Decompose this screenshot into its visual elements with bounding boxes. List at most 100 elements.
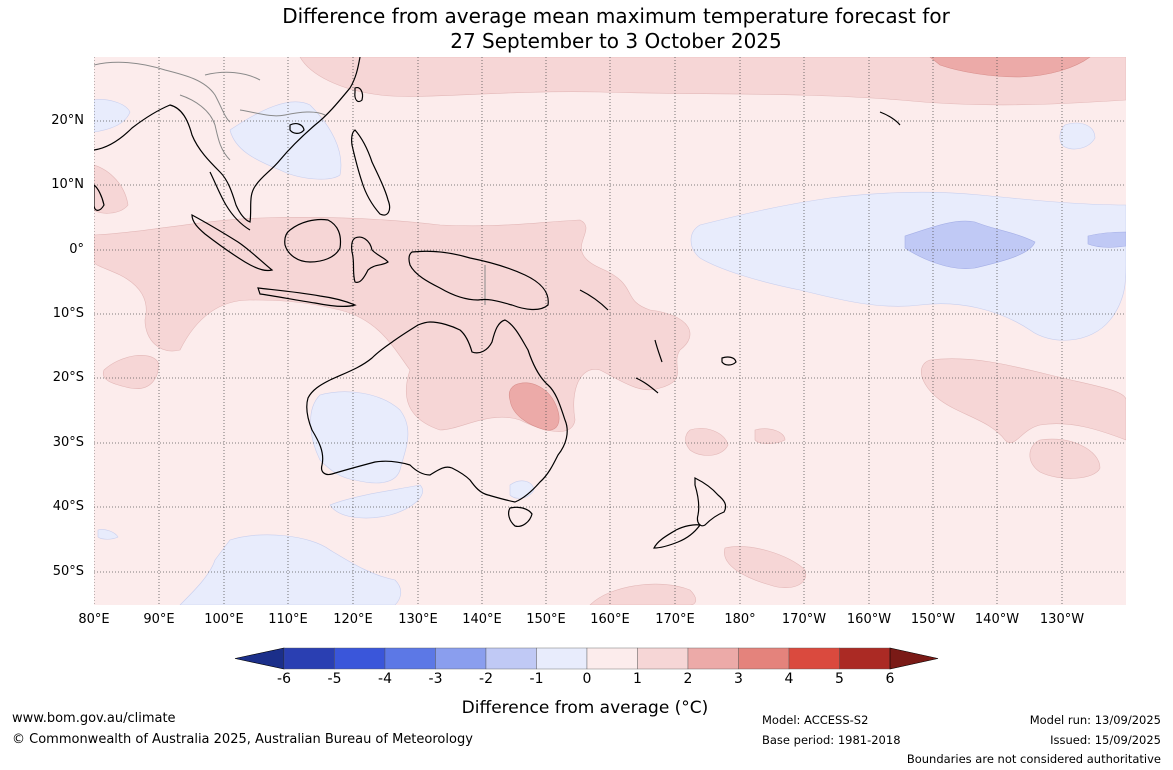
colorbar-segment (485, 647, 537, 670)
new-caledonia-coastline (635, 377, 659, 394)
colorbar-tick-label: 4 (784, 671, 794, 687)
colorbar-segment (687, 647, 739, 670)
longitude-tick-label: 110°E (268, 612, 308, 627)
sri-lanka-coastline (94, 184, 105, 211)
australia-coastline (306, 319, 568, 503)
colorbar-tick-label: 6 (885, 671, 895, 687)
model-name: Model: ACCESS-S2 (762, 713, 869, 727)
latitude-tick-label: 50°S (52, 564, 84, 579)
philippines-coastline (351, 129, 391, 216)
malay-peninsula-coastline (209, 171, 251, 231)
strong-warm-north-pacific (929, 57, 1091, 78)
colorbar-segment (738, 647, 790, 670)
strong-warm-areas (508, 57, 1091, 431)
sulawesi-coastline (351, 236, 389, 283)
warm-area-south-1 (685, 428, 729, 456)
cool-area-south-australia (329, 484, 423, 519)
warm-area-south-2 (754, 428, 786, 445)
warm-area-sw-pacific (1029, 438, 1101, 479)
new-guinea-coastline (408, 250, 549, 311)
longitude-tick-label: 150°W (910, 612, 956, 627)
model-run: Model run: 13/09/2025 (1029, 713, 1161, 727)
title-line-1: Difference from average mean maximum tem… (282, 4, 950, 28)
tasmania-coastline (508, 506, 533, 527)
colorbar-tick-label: 2 (683, 671, 693, 687)
coastlines (94, 57, 901, 549)
colorbar-tick-label: 5 (835, 671, 844, 687)
colorbar-segment (839, 647, 891, 670)
colorbar-segment (384, 647, 436, 670)
new-zealand-north-coastline (694, 477, 727, 527)
solomons-coastline (579, 289, 609, 311)
warm-area-southern (589, 583, 697, 605)
colorbar-segment (435, 647, 487, 670)
cool-area-arabian (94, 99, 131, 133)
vanuatu-coastline (654, 339, 663, 363)
latitude-tick-label: 40°S (52, 499, 84, 514)
longitude-tick-label: 130°E (398, 612, 438, 627)
borneo-coastline (284, 218, 342, 263)
latitude-tick-label: 20°S (52, 370, 84, 385)
hawaii-coastline (879, 111, 901, 126)
colorbar-extend-low (234, 647, 285, 670)
new-zealand-south-coastline (653, 524, 702, 549)
colorbar-tick-label: 3 (734, 671, 743, 687)
mainland-asia-coastline (94, 57, 361, 223)
colorbar-segment (283, 647, 335, 670)
hainan-coastline (289, 123, 305, 134)
colorbar-tick-label: -3 (428, 671, 443, 687)
longitude-tick-label: 80°E (78, 612, 110, 627)
issued-date: Issued: 15/09/2025 (1050, 733, 1161, 747)
cool-area-west-australia (310, 391, 409, 484)
cool-area-equatorial-pacific (690, 191, 1126, 341)
colorbar-tick-label: -1 (529, 671, 544, 687)
copyright-text: © Commonwealth of Australia 2025, Austra… (12, 732, 473, 747)
colorbar-tick-label: 1 (633, 671, 642, 687)
longitude-tick-label: 90°E (143, 612, 175, 627)
colorbar-segment (637, 647, 689, 670)
longitude-tick-label: 150°E (526, 612, 566, 627)
website-link[interactable]: www.bom.gov.au/climate (12, 711, 176, 726)
sumatra-coastline (191, 213, 274, 272)
latitude-tick-label: 30°S (52, 435, 84, 450)
warm-area-west-indian (102, 355, 159, 389)
latitude-tick-label: 20°N (51, 113, 84, 128)
cool-area-hawaii (1059, 122, 1096, 150)
colorbar-segment (334, 647, 386, 670)
longitude-tick-label: 170°E (655, 612, 695, 627)
colorbar-tick-label: -5 (327, 671, 342, 687)
map-title: Difference from average mean maximum tem… (0, 4, 1173, 54)
colorbar-extend-high (889, 647, 939, 670)
longitude-tick-label: 140°W (974, 612, 1020, 627)
warm-area-east-pacific (921, 358, 1126, 443)
latitude-tick-label: 10°N (51, 177, 84, 192)
graticule (94, 57, 1126, 605)
strong-cool-east-pacific (1087, 231, 1126, 248)
longitude-tick-label: 160°W (846, 612, 892, 627)
base-period: Base period: 1981-2018 (762, 733, 901, 747)
colorbar-tick-label: -6 (277, 671, 291, 687)
taiwan-coastline (354, 87, 364, 103)
country-borders (94, 61, 486, 305)
strong-cool-central-pacific (904, 220, 1036, 269)
longitude-tick-label: 130°W (1039, 612, 1085, 627)
colorbar-title: Difference from average (°C) (461, 698, 709, 718)
warm-area-tasman (724, 546, 807, 589)
longitude-tick-label: 160°E (590, 612, 630, 627)
colorbar (234, 647, 939, 670)
longitude-tick-label: 170°W (781, 612, 827, 627)
longitude-tick-label: 100°E (204, 612, 244, 627)
latitude-tick-label: 10°S (52, 306, 84, 321)
strong-warm-queensland (508, 382, 560, 431)
java-coastline (257, 287, 357, 308)
cool-anomaly-areas (94, 99, 1126, 605)
colorbar-tick-label: 0 (582, 671, 592, 687)
boundaries-disclaimer: Boundaries are not considered authoritat… (906, 752, 1161, 766)
strong-cool-areas (904, 220, 1126, 269)
colorbar-tick-label: -4 (378, 671, 392, 687)
colorbar-segment (788, 647, 840, 670)
fiji-coastline (721, 356, 737, 366)
colorbar-tick-label: -2 (479, 671, 493, 687)
colorbar-segment (586, 647, 638, 670)
